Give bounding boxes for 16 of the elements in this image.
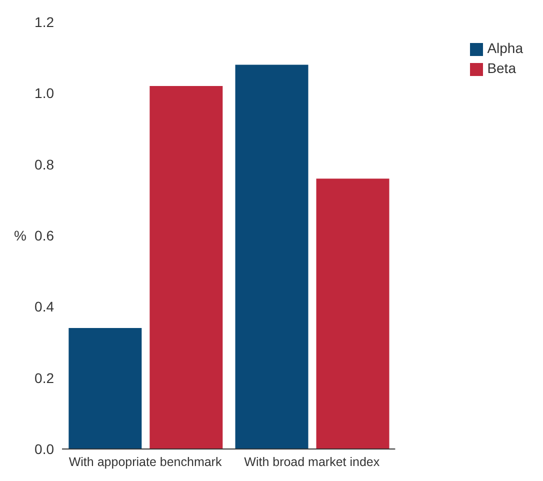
y-axis-title: % [14, 227, 26, 244]
y-tick-label: 0.8 [34, 156, 54, 172]
legend-label: Alpha [487, 40, 523, 56]
bar [68, 328, 142, 449]
x-tick-label: With appopriate benchmark [68, 454, 222, 469]
bar [150, 86, 223, 449]
y-tick-label: 0.2 [34, 370, 54, 386]
y-tick-label: 0.4 [34, 298, 54, 315]
y-tick-label: 0.0 [34, 440, 54, 457]
legend-label: Beta [487, 60, 516, 76]
x-tick-label: With broad market index [244, 454, 380, 469]
y-tick-label: 1.0 [34, 85, 54, 102]
y-tick-label: 0.6 [34, 227, 54, 244]
bar [316, 178, 390, 449]
y-tick-label: 1.2 [34, 14, 54, 30]
bar [235, 64, 308, 449]
